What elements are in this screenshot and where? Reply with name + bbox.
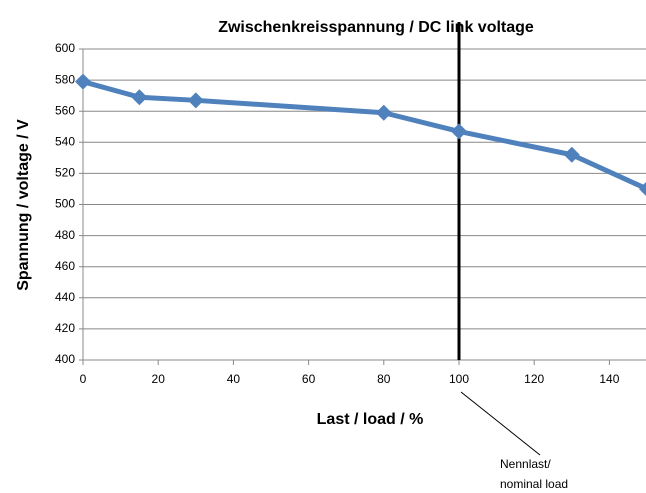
data-point	[451, 123, 467, 140]
annotation-text: Nennlast/	[500, 457, 551, 471]
data-point	[375, 104, 392, 121]
y-axis-label: Spannung / voltage / V	[15, 119, 32, 291]
x-tick-label: 140	[599, 372, 619, 386]
data-point	[563, 146, 580, 163]
y-tick-label: 460	[55, 259, 75, 273]
data-point	[639, 181, 646, 196]
annotation-pointer	[460, 391, 541, 456]
y-tick-label: 600	[55, 41, 75, 55]
x-tick-label: 20	[152, 372, 166, 386]
y-tick-label: 500	[55, 197, 75, 211]
data-point	[187, 92, 204, 109]
chart-title: Zwischenkreisspannung / DC link voltage	[218, 19, 534, 36]
x-tick-label: 60	[302, 372, 316, 386]
y-tick-label: 400	[55, 352, 75, 366]
y-tick-label: 520	[55, 166, 75, 180]
series-line	[82, 79, 646, 192]
y-tick-label: 540	[55, 134, 75, 148]
data-point	[131, 89, 148, 106]
x-tick-label: 120	[524, 372, 544, 386]
x-axis-label: Last / load / %	[317, 411, 424, 428]
y-tick-label: 580	[55, 72, 75, 86]
y-tick-label: 560	[55, 103, 75, 117]
x-tick-label: 0	[80, 372, 87, 386]
y-tick-label: 440	[55, 290, 75, 304]
x-tick-label: 80	[377, 372, 391, 386]
annotation-text: nominal load	[500, 477, 568, 491]
x-tick-label: 40	[227, 372, 241, 386]
data-point	[75, 73, 91, 90]
y-tick-label: 420	[55, 321, 75, 335]
y-tick-label: 480	[55, 228, 75, 242]
x-tick-label: 100	[449, 372, 469, 386]
